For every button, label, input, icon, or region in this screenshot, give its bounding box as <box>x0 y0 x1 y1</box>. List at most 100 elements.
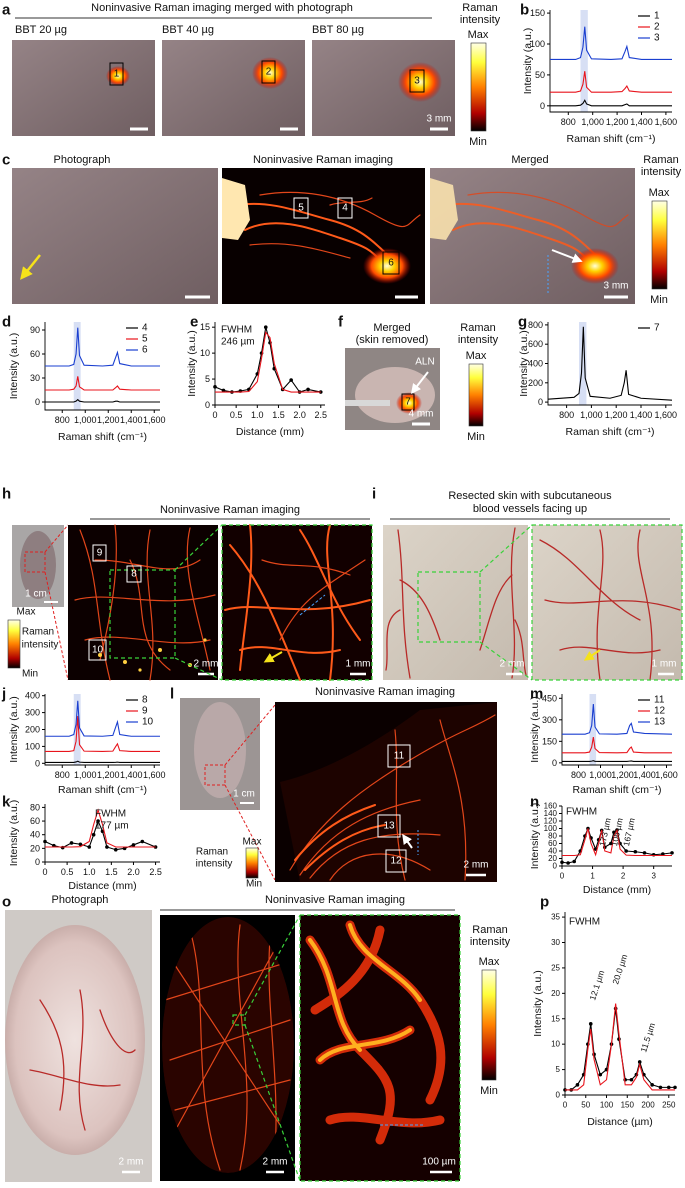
y-tick-label: 50 <box>535 70 545 80</box>
panel-letters-label: c <box>2 152 10 169</box>
panel-i-label: 2 mm <box>500 659 525 670</box>
panel-letters-label: l <box>170 686 174 703</box>
panel-h-shape <box>109 569 176 659</box>
x-tick-label: 1,400 <box>120 415 143 425</box>
panel-c-label: intensity <box>641 166 682 178</box>
x-tick-label: 2.0 <box>293 410 306 420</box>
panel-l-shape <box>289 714 496 881</box>
y-tick-label: 800 <box>528 320 543 330</box>
panel-letters-label: h <box>2 486 11 503</box>
data-point <box>69 841 74 845</box>
y-tick-label: 80 <box>548 832 557 841</box>
annotation: 11.5 µm <box>638 1022 657 1054</box>
data-point <box>637 1060 642 1064</box>
data-point <box>560 860 564 865</box>
y-tick-label: 15 <box>551 1014 560 1023</box>
x-tick-label: 0.5 <box>61 867 74 877</box>
y-tick-label: 20 <box>548 854 557 863</box>
panel-i: Resected skin with subcutaneous blood ve… <box>383 490 683 681</box>
panel-c-shape <box>293 197 309 219</box>
panel-letters-label: j <box>1 686 6 703</box>
panel-a-label: 2 <box>266 67 272 78</box>
series-line <box>547 326 673 401</box>
panel-c-shape <box>222 168 425 304</box>
panel-o: Photograph 2 mm Noninvasive Raman imagin… <box>5 894 511 1182</box>
panel-a-label: intensity <box>460 14 501 26</box>
y-tick-label: 20 <box>30 843 40 853</box>
y-tick-label: 10 <box>200 348 210 358</box>
y-tick-label: 40 <box>30 830 40 840</box>
x-tick-label: 1.0 <box>251 410 264 420</box>
x-tick-label: 50 <box>581 1101 590 1110</box>
y-tick-label: 100 <box>25 741 40 751</box>
panel-h-shape <box>88 639 107 661</box>
legend-label: 9 <box>142 706 148 717</box>
panel-i-shape <box>417 571 481 643</box>
highlight-band <box>589 694 597 765</box>
legend-label: 2 <box>654 22 660 33</box>
x-tick-label: 0 <box>560 872 565 881</box>
data-point <box>633 849 638 854</box>
panel-c-label: 3 mm <box>604 281 629 292</box>
x-tick-label: 800 <box>55 770 70 780</box>
x-tick-label: 0 <box>42 867 47 877</box>
annotation: 20.0 µm <box>610 953 629 985</box>
legend-label: 7 <box>654 323 660 334</box>
panel-f-label: Min <box>467 431 485 443</box>
panel-f-label: 4 mm <box>409 409 434 420</box>
panel-f-label: (skin removed) <box>356 334 429 346</box>
panel-o-shape <box>299 914 461 1182</box>
legend-label: 3 <box>654 33 660 44</box>
series-line <box>215 331 321 393</box>
legend-label: 1 <box>654 11 660 22</box>
panel-c-shape <box>337 197 353 219</box>
y-tick-label: 0 <box>205 400 210 410</box>
y-tick-label: 0 <box>553 862 558 871</box>
x-axis-title: Distance (µm) <box>587 1116 653 1128</box>
panel-i-shape <box>531 524 683 681</box>
panel-a-shape <box>409 69 425 93</box>
panel-o-label: 2 mm <box>263 1157 288 1168</box>
x-tick-label: 0.5 <box>230 410 243 420</box>
panel-i-shape <box>385 527 527 679</box>
x-tick-label: 1,000 <box>74 415 97 425</box>
y-tick-label: 160 <box>544 802 558 811</box>
x-tick-label: 1,200 <box>606 117 629 127</box>
panel-l-label: 12 <box>390 856 402 867</box>
x-tick-label: 800 <box>571 770 586 780</box>
legend-label: 13 <box>654 717 666 728</box>
x-tick-label: 100 <box>600 1101 614 1110</box>
panel-i-shape <box>583 649 601 661</box>
panel-f-shape <box>468 363 484 427</box>
y-tick-label: 0 <box>556 1091 561 1100</box>
x-axis-title: Distance (mm) <box>583 884 651 896</box>
chart: 0 0.5 1.0 1.5 2.0 2.5 0 20 40 60 80 Distance (mm) In… <box>8 800 162 892</box>
data-point <box>91 832 96 837</box>
legend-label: 11 <box>654 695 665 706</box>
panel-c-shape-shape <box>467 191 629 228</box>
y-tick-label: 100 <box>530 39 545 49</box>
panel-l-shape <box>204 764 226 786</box>
panel-h-label: 1 cm <box>25 589 47 600</box>
panel-c-shape <box>551 249 583 263</box>
x-tick-label: 1,400 <box>633 770 656 780</box>
panel-o-label: 2 mm <box>119 1157 144 1168</box>
chart: 800 1,000 1,200 1,400 1,600 0 200 400 600 800 Rama… <box>518 320 677 438</box>
x-tick-label: 2.5 <box>315 410 328 420</box>
panel-c-label: 5 <box>298 203 304 214</box>
y-tick-label: 80 <box>30 802 40 812</box>
series-line <box>565 1008 675 1091</box>
x-axis-title: Raman shift (cm⁻¹) <box>566 426 655 438</box>
annotation: 246 µm <box>221 337 255 348</box>
panel-o-shape <box>308 923 422 1062</box>
panel-i-label: blood vessels facing up <box>473 503 587 515</box>
y-axis-title: Intensity (a.u.) <box>8 800 20 867</box>
panel-h-shape <box>68 525 218 680</box>
panel-a-shape <box>261 60 276 84</box>
y-tick-label: 60 <box>30 816 40 826</box>
axis <box>561 694 672 766</box>
data-point <box>213 385 217 389</box>
panel-l-label: 11 <box>394 751 405 762</box>
